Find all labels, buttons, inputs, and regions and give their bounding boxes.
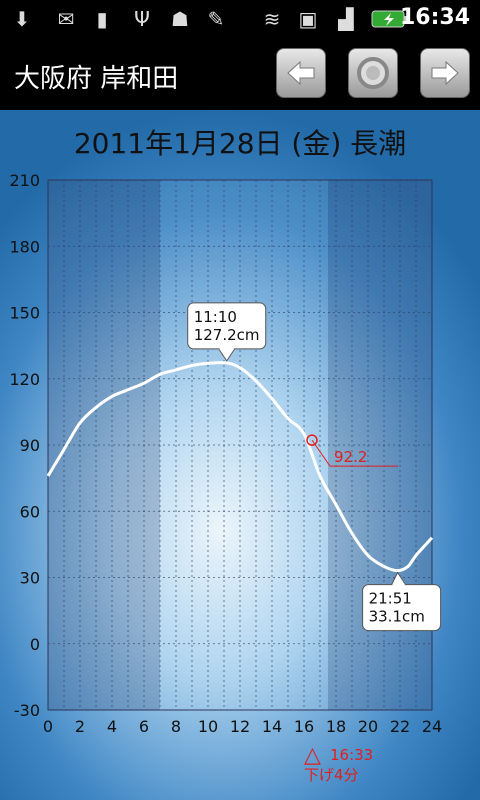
y-tick-label: 180 — [9, 237, 40, 256]
callout-time: 21:51 — [369, 590, 412, 608]
x-tick-label: 0 — [43, 717, 53, 736]
location-title: 大阪府 岸和田 — [14, 64, 179, 94]
left-arrow-icon — [287, 60, 315, 86]
x-tick-label: 8 — [171, 717, 181, 736]
status-bar: ⬇ ✉ ▮ Ψ ☗ ✎ ≋ ▣ ▟ 16:34 — [0, 0, 480, 38]
status-time: 16:34 — [399, 5, 470, 30]
sim-icon: ▣ — [298, 7, 318, 31]
current-leader-line — [311, 439, 331, 467]
prev-day-button[interactable] — [276, 48, 326, 98]
y-tick-label: 90 — [20, 436, 40, 455]
wifi-icon: ≋ — [263, 7, 281, 31]
title-bar: 大阪府 岸和田 — [0, 38, 480, 110]
y-tick-label: 60 — [20, 502, 40, 521]
battery-charging-icon — [370, 5, 410, 33]
y-tick-label: 120 — [9, 370, 40, 389]
callout-pointer — [218, 348, 236, 362]
sd-card-icon: ▮ — [96, 7, 108, 31]
x-tick-label: 24 — [422, 717, 442, 736]
y-tick-label: 30 — [20, 569, 40, 588]
android-debug-icon: ☗ — [171, 7, 189, 31]
now-triangle-icon: △ — [304, 743, 321, 768]
x-tick-label: 6 — [139, 717, 149, 736]
callout-pointer — [391, 571, 407, 585]
x-tick-label: 22 — [390, 717, 410, 736]
notes-icon: ✎ — [207, 7, 225, 31]
callout-level: 127.2cm — [194, 326, 260, 344]
tide-curve — [46, 361, 434, 573]
circle-icon — [357, 57, 389, 89]
x-tick-label: 18 — [326, 717, 346, 736]
callout-level: 33.1cm — [369, 608, 425, 626]
callout-time: 11:10 — [194, 308, 237, 326]
x-tick-label: 20 — [358, 717, 378, 736]
x-tick-label: 2 — [75, 717, 85, 736]
next-day-button[interactable] — [420, 48, 470, 98]
y-tick-label: -30 — [14, 701, 40, 720]
tide-panel: 2011年1月28日 (金) 長潮 210 180 150 120 90 60 30 0 -30… — [0, 110, 480, 800]
now-direction: 下げ4分 — [304, 766, 359, 784]
x-tick-label: 4 — [107, 717, 117, 736]
today-button[interactable] — [348, 48, 398, 98]
x-tick-label: 12 — [230, 717, 250, 736]
usb-icon: Ψ — [134, 7, 150, 31]
now-time: 16:33 — [330, 746, 373, 764]
signal-icon: ▟ — [338, 7, 354, 31]
current-level-label: 92.2 — [334, 448, 367, 466]
date-title: 2011年1月28日 (金) 長潮 — [73, 127, 407, 160]
y-tick-label: 150 — [9, 304, 40, 323]
y-tick-label: 210 — [9, 171, 40, 190]
gmail-icon: ✉ — [57, 7, 75, 31]
x-tick-label: 14 — [262, 717, 282, 736]
x-tick-label: 10 — [198, 717, 218, 736]
current-level-marker — [306, 434, 318, 446]
y-tick-label: 0 — [30, 635, 40, 654]
x-tick-label: 16 — [294, 717, 314, 736]
right-arrow-icon — [431, 60, 459, 86]
download-icon: ⬇ — [13, 7, 31, 31]
